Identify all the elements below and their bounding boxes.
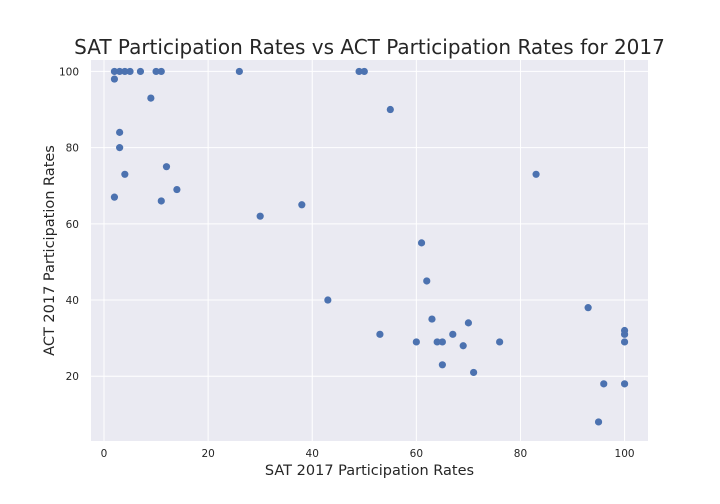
data-point-41 [600, 380, 608, 388]
x-tick-label-3: 60 [410, 448, 423, 460]
x-tick-labels: 0 20 40 60 80 100 [101, 448, 635, 460]
data-point-26 [584, 304, 592, 312]
data-point-40 [470, 368, 478, 377]
y-gridlines [91, 70, 648, 377]
y-tick-label-1: 40 [66, 295, 79, 307]
data-point-5 [152, 67, 160, 76]
data-point-13 [116, 128, 124, 136]
data-point-3 [126, 67, 134, 76]
data-point-12 [386, 105, 394, 114]
data-point-25 [324, 296, 332, 304]
data-point-43 [594, 418, 603, 426]
data-point-19 [110, 193, 119, 201]
data-point-1 [116, 67, 124, 76]
data-point-32 [620, 330, 629, 338]
plot-area [91, 60, 648, 441]
y-axis-label: ACT 2017 Participation Rates [42, 145, 58, 356]
data-point-11 [147, 94, 155, 102]
data-point-33 [412, 338, 420, 346]
data-point-20 [157, 197, 165, 205]
data-point-21 [298, 201, 306, 209]
y-tick-label-2: 60 [66, 219, 79, 231]
data-point-17 [532, 170, 540, 178]
x-tick-label-5: 100 [615, 448, 635, 460]
data-point-10 [110, 75, 119, 83]
x-tick-label-0: 0 [101, 448, 108, 460]
data-point-18 [173, 185, 181, 194]
data-point-24 [423, 277, 431, 285]
data-point-4 [136, 67, 145, 76]
data-point-2 [121, 67, 129, 76]
data-point-42 [620, 380, 629, 388]
data-point-15 [162, 163, 171, 171]
data-point-38 [459, 342, 467, 350]
y-tick-label-4: 100 [59, 66, 79, 78]
data-point-28 [464, 319, 473, 327]
data-point-7 [235, 67, 243, 76]
data-point-31 [449, 330, 457, 338]
x-gridlines [103, 60, 626, 441]
data-points [110, 67, 629, 426]
data-point-16 [121, 170, 129, 178]
data-point-30 [376, 330, 384, 338]
chart-title: SAT Participation Rates vs ACT Participa… [74, 35, 665, 59]
y-tick-label-3: 80 [66, 143, 79, 155]
data-point-35 [438, 338, 446, 346]
data-point-34 [433, 338, 441, 346]
data-point-8 [355, 67, 363, 76]
data-point-6 [157, 67, 165, 76]
data-point-36 [496, 338, 504, 346]
x-tick-label-1: 20 [201, 448, 214, 460]
x-axis-label: SAT 2017 Participation Rates [265, 463, 474, 479]
data-point-23 [417, 239, 426, 247]
x-tick-label-2: 40 [306, 448, 319, 460]
data-point-14 [116, 144, 124, 152]
data-point-27 [428, 315, 436, 323]
data-point-22 [256, 212, 264, 220]
data-point-9 [360, 67, 368, 76]
y-tick-labels: 20 40 60 80 100 [59, 66, 79, 383]
data-point-39 [438, 361, 446, 369]
x-tick-label-4: 80 [514, 448, 527, 460]
y-tick-label-0: 20 [66, 371, 79, 383]
data-point-0 [110, 67, 119, 76]
data-point-37 [620, 338, 629, 346]
